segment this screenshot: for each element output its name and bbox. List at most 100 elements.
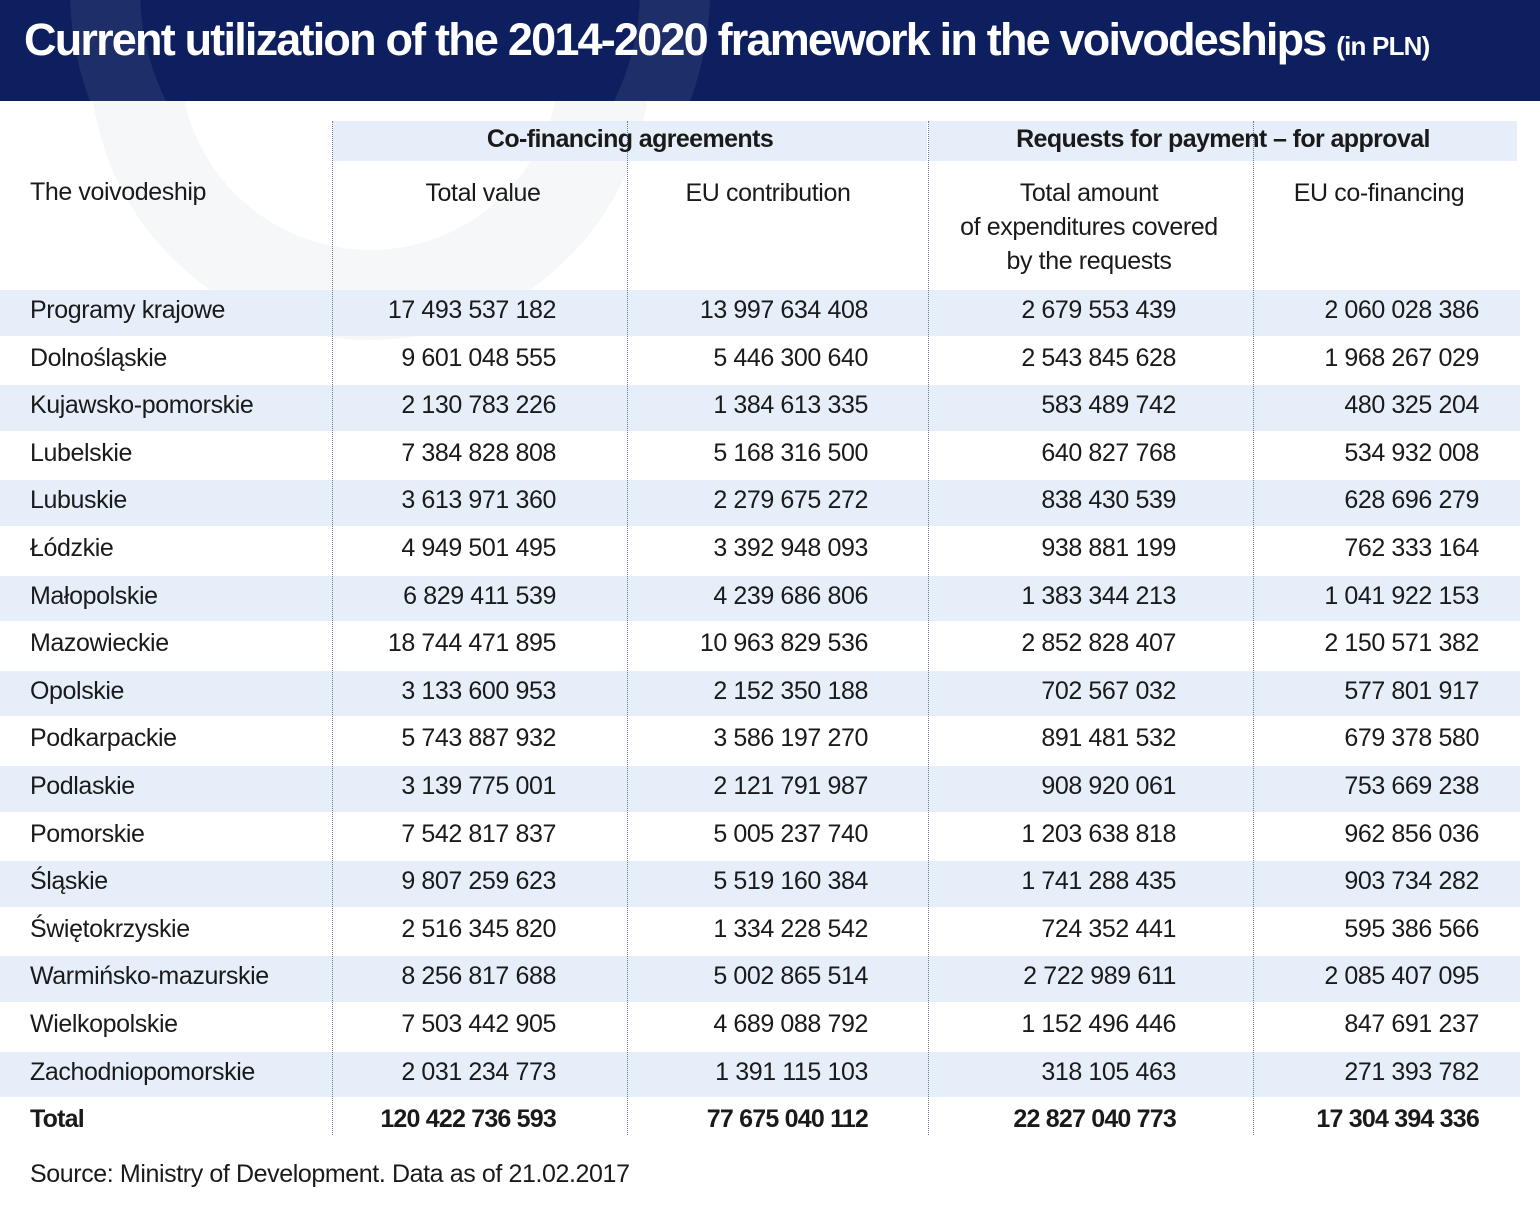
cell-value: 679 378 580 (1344, 724, 1479, 753)
cell-value: 2 060 028 386 (1324, 296, 1479, 324)
row-band (0, 290, 1520, 336)
voivodeship-name: Wielkopolskie (30, 1010, 178, 1038)
cell-value: 10 963 829 536 (699, 629, 869, 658)
cell-value: 1 384 613 335 (713, 391, 868, 420)
cell-value: 2 852 828 407 (1021, 629, 1176, 658)
column-header-eu-cofinancing: EU co-financing (1293, 179, 1465, 207)
cell-value: 628 696 279 (1344, 486, 1479, 515)
voivodeship-name: Lubuskie (30, 486, 127, 515)
cell-value: 318 105 463 (1041, 1057, 1176, 1086)
voivodeship-name: Programy krajowe (30, 296, 226, 324)
row-band (0, 766, 1520, 812)
cell-value: 7 542 817 837 (401, 819, 556, 848)
column-divider (332, 121, 333, 1135)
voivodeship-name: Kujawsko-pomorskie (30, 391, 254, 420)
column-header-total-value: Total value (425, 179, 541, 207)
cell-value: 3 613 971 360 (401, 486, 556, 515)
voivodeship-name: Mazowieckie (30, 629, 169, 658)
column-header-line: Total amount (1019, 179, 1159, 207)
cell-value: 2 150 571 382 (1324, 629, 1479, 658)
cell-value: 5 446 300 640 (713, 343, 868, 372)
group-label-cofinancing: Co-financing agreements (486, 125, 774, 153)
cell-value: 1 968 267 029 (1324, 343, 1479, 372)
cell-value: 534 932 008 (1344, 438, 1479, 467)
cell-value: 271 393 782 (1344, 1057, 1479, 1086)
voivodeship-name: Podlaskie (30, 772, 135, 800)
cell-value: 1 152 496 446 (1021, 1010, 1176, 1038)
cell-value: 1 383 344 213 (1021, 581, 1176, 610)
column-header-line: of expenditures covered (960, 213, 1218, 241)
voivodeship-name: Łódzkie (30, 534, 114, 562)
cell-value: 753 669 238 (1344, 772, 1479, 800)
cell-value: 938 881 199 (1041, 534, 1176, 562)
title-text: Current utilization of the 2014-2020 fra… (24, 14, 1327, 65)
cell-value: 7 384 828 808 (401, 438, 556, 467)
cell-value: 2 031 234 773 (401, 1057, 556, 1086)
cell-value: 583 489 742 (1041, 391, 1176, 420)
cell-value: 2 085 407 095 (1324, 962, 1479, 991)
cell-value: 8 256 817 688 (401, 962, 556, 991)
cell-value: 762 333 164 (1344, 534, 1479, 562)
row-band (0, 575, 1520, 622)
cell-value: 577 801 917 (1344, 676, 1479, 705)
voivodeship-name: Pomorskie (30, 819, 145, 848)
row-band (0, 861, 1520, 907)
cell-value: 847 691 237 (1344, 1010, 1479, 1038)
voivodeship-name: Zachodniopomorskie (30, 1057, 255, 1086)
cell-value: 2 279 675 272 (713, 486, 868, 515)
cell-value: 3 586 197 270 (713, 724, 868, 753)
cell-value: 908 920 061 (1041, 772, 1176, 800)
column-divider (928, 121, 929, 1135)
cell-value: 2 516 345 820 (401, 914, 556, 943)
cell-value: 5 005 237 740 (713, 819, 868, 848)
cell-value: 4 689 088 792 (713, 1010, 868, 1038)
cell-value: 1 391 115 103 (715, 1057, 868, 1086)
cell-value: 2 152 350 188 (713, 676, 868, 705)
cell-value: 17 493 537 182 (387, 296, 557, 324)
cell-value: 2 722 989 611 (1023, 962, 1176, 991)
total-value: 77 675 040 112 (706, 1105, 869, 1134)
cell-value: 5 519 160 384 (713, 867, 868, 896)
chart-title: Current utilization of the 2014-2020 fra… (24, 14, 1430, 66)
cell-value: 702 567 032 (1041, 676, 1176, 705)
cell-value: 13 997 634 408 (699, 296, 869, 324)
cell-value: 4 239 686 806 (713, 581, 868, 610)
cell-value: 5 168 316 500 (713, 438, 868, 467)
cell-value: 9 601 048 555 (401, 343, 556, 372)
column-header-voivodeship: The voivodeship (30, 178, 207, 206)
column-divider (627, 121, 628, 1135)
source-note: Source: Ministry of Development. Data as… (30, 1160, 630, 1188)
voivodeship-name: Podkarpackie (30, 724, 177, 753)
cell-value: 891 481 532 (1041, 724, 1176, 753)
voivodeship-name: Warmińsko-mazurskie (30, 962, 269, 991)
cell-value: 9 807 259 623 (401, 867, 556, 896)
voivodeship-name: Małopolskie (30, 581, 158, 610)
total-label: Total (30, 1105, 85, 1134)
title-ring-decoration (70, 0, 710, 101)
cell-value: 838 430 539 (1041, 486, 1176, 515)
cell-value: 5 002 865 514 (713, 962, 868, 991)
cell-value: 18 744 471 895 (387, 629, 557, 658)
cell-value: 1 203 638 818 (1021, 819, 1176, 848)
cell-value: 7 503 442 905 (401, 1010, 556, 1038)
row-band (0, 385, 1520, 431)
cell-value: 1 334 228 542 (713, 914, 868, 943)
voivodeship-name: Śląskie (30, 867, 108, 896)
cell-value: 2 679 553 439 (1021, 296, 1176, 324)
voivodeship-name: Dolnośląskie (30, 343, 167, 372)
group-label-requests: Requests for payment – for approval (1016, 125, 1430, 153)
column-header-line: by the requests (1006, 247, 1172, 275)
cell-value: 2 130 783 226 (401, 391, 556, 420)
column-header-total-amount: Total amount of expenditures covered by th… (929, 176, 1249, 278)
cell-value: 3 133 600 953 (401, 676, 556, 705)
cell-value: 1 041 922 153 (1324, 581, 1479, 610)
title-unit: (in PLN) (1336, 31, 1430, 61)
title-bar: Current utilization of the 2014-2020 fra… (0, 0, 1540, 101)
cell-value: 640 827 768 (1041, 438, 1176, 467)
cell-value: 480 325 204 (1344, 391, 1479, 420)
cell-value: 1 741 288 435 (1021, 867, 1176, 896)
cell-value: 903 734 282 (1344, 867, 1479, 896)
cell-value: 5 743 887 932 (401, 724, 556, 753)
cell-value: 595 386 566 (1344, 914, 1479, 943)
